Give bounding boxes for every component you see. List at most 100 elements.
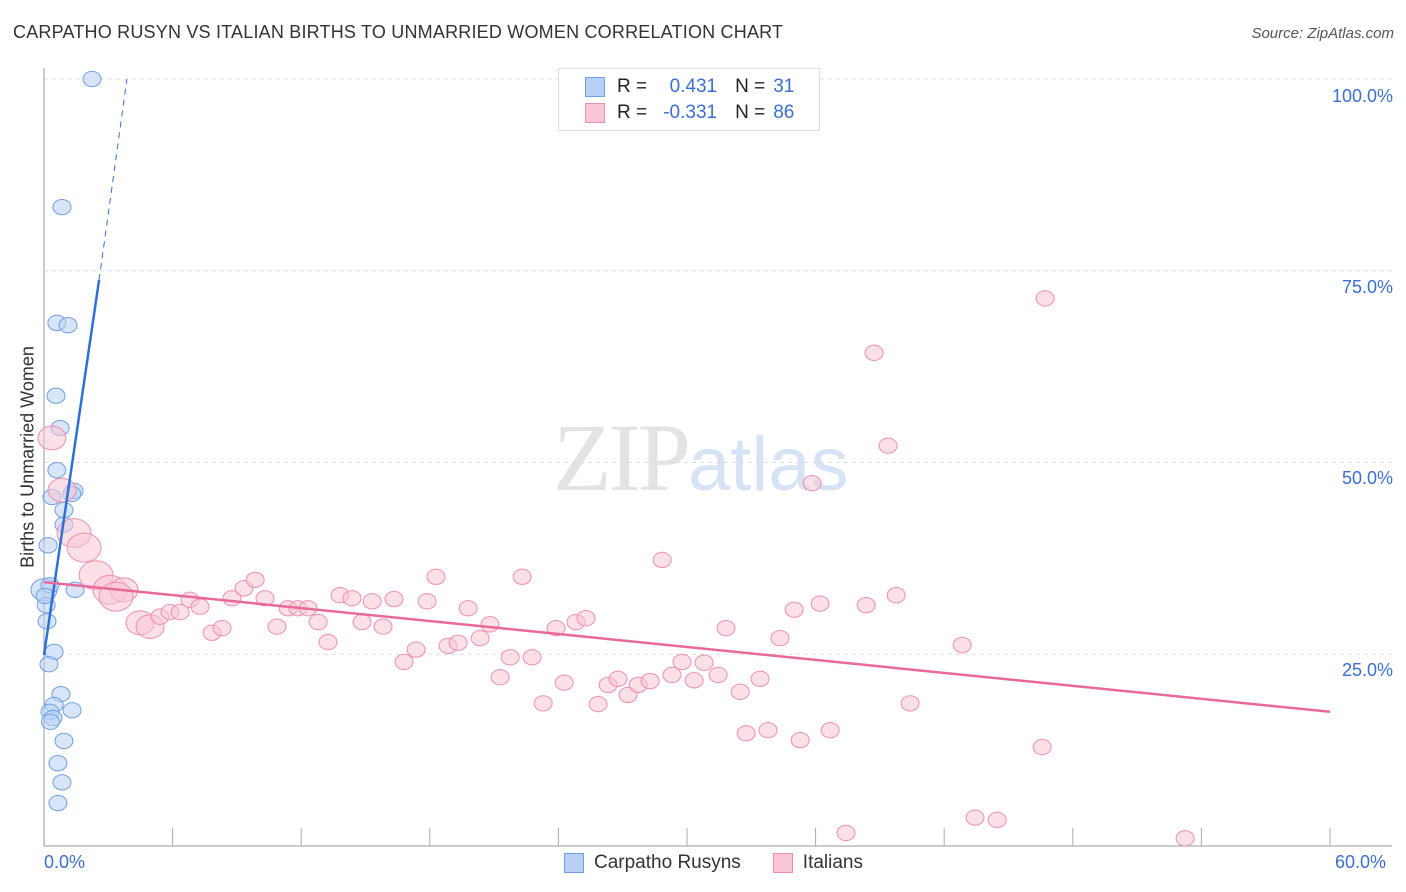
data-point-carpatho [46, 387, 66, 404]
n-label: N = [735, 76, 766, 97]
data-point-italians [802, 475, 822, 492]
watermark-logo: ZIPatlas [553, 404, 849, 511]
legend-swatch-pink [772, 853, 793, 873]
data-point-italians [170, 603, 190, 621]
data-point-carpatho [35, 587, 55, 605]
data-point-italians [608, 670, 628, 687]
n-value: 31 [773, 76, 795, 97]
y-axis-label: Births to Unmarried Women [17, 346, 38, 568]
data-point-italians [758, 722, 778, 739]
data-point-italians [864, 344, 884, 361]
data-point-italians [820, 722, 840, 739]
y-tick-label: 50.0% [1341, 468, 1393, 488]
data-point-italians [267, 618, 287, 635]
data-point-italians [684, 672, 704, 689]
data-point-italians [810, 595, 830, 612]
data-point-carpatho [40, 713, 60, 730]
n-value: 86 [773, 102, 795, 123]
data-point-italians [836, 824, 856, 842]
data-point-italians [790, 732, 810, 749]
legend-label-carpatho: Carpatho Rusyns [594, 852, 741, 873]
data-point-carpatho [82, 70, 102, 88]
data-point-italians [965, 809, 985, 826]
data-point-italians [448, 634, 468, 651]
data-point-italians [784, 601, 804, 618]
n-label: N = [735, 102, 766, 123]
data-point-carpatho [62, 702, 82, 719]
data-point-italians [1032, 738, 1052, 756]
data-point-italians [640, 672, 660, 690]
trend-line-carpatho [42, 279, 101, 656]
data-point-italians [318, 633, 338, 651]
data-point-italians [1035, 290, 1055, 307]
data-point-italians [373, 618, 393, 635]
data-point-italians [1175, 830, 1195, 847]
data-point-italians [886, 587, 906, 604]
data-point-carpatho [54, 732, 74, 750]
data-point-italians [308, 613, 328, 631]
trend-line-italians [43, 580, 1331, 714]
legend: R = 0.431 N = 31 R = -0.331 N = 86 [558, 68, 820, 131]
data-point-italians [352, 613, 372, 631]
data-point-italians [406, 641, 426, 658]
data-point-italians [470, 629, 490, 647]
data-point-italians [394, 653, 414, 671]
legend-swatch-pink [585, 103, 605, 123]
data-point-italians [255, 590, 275, 607]
data-point-italians [47, 477, 77, 503]
data-point-italians [490, 669, 510, 686]
data-point-carpatho [58, 317, 78, 334]
data-point-italians [245, 571, 265, 589]
chart-title: CARPATHO RUSYN VS ITALIAN BIRTHS TO UNMA… [13, 22, 784, 42]
r-label: R = [617, 102, 648, 123]
data-point-italians [66, 532, 102, 563]
legend-row-carpatho: R = 0.431 N = 31 [585, 76, 794, 98]
data-point-carpatho [48, 794, 68, 812]
data-point-carpatho [52, 198, 72, 216]
data-point-carpatho [47, 462, 67, 479]
data-point-italians [672, 653, 692, 671]
data-point-italians [900, 695, 920, 712]
data-point-italians [512, 568, 532, 585]
data-point-carpatho [48, 755, 68, 772]
data-point-italians [554, 674, 574, 691]
legend-swatch-blue [564, 853, 584, 873]
r-value: -0.331 [663, 102, 718, 123]
data-point-italians [736, 725, 756, 742]
source-label: Source: ZipAtlas.com [1251, 25, 1394, 42]
data-point-italians [500, 649, 520, 666]
data-point-italians [362, 593, 382, 610]
x-tick-label: 60.0% [1335, 852, 1387, 872]
legend-row-italians: R = -0.331 N = 86 [585, 102, 794, 124]
data-point-italians [856, 597, 876, 614]
data-point-italians [588, 695, 608, 713]
data-point-italians [37, 425, 67, 451]
data-point-italians [533, 695, 553, 712]
y-tick-label: 100.0% [1331, 86, 1393, 106]
data-point-italians [716, 620, 736, 637]
r-value: 0.431 [669, 76, 718, 97]
data-point-italians [750, 670, 770, 687]
data-point-carpatho [38, 537, 58, 554]
data-point-italians [480, 616, 500, 633]
data-point-italians [190, 598, 210, 615]
data-point-italians [522, 649, 542, 666]
data-point-italians [546, 620, 566, 637]
data-point-italians [878, 437, 898, 454]
data-point-italians [708, 666, 728, 684]
data-point-italians [212, 620, 232, 637]
data-point-italians [662, 666, 682, 684]
r-label: R = [617, 76, 648, 97]
data-point-italians [770, 629, 790, 647]
data-point-italians [458, 600, 478, 617]
legend-swatch-blue [585, 77, 605, 97]
data-point-carpatho [39, 656, 59, 673]
data-point-italians [342, 590, 362, 607]
trend-line-extension [98, 78, 128, 281]
series-legend: Carpatho Rusyns Italians [564, 852, 863, 874]
data-point-italians [694, 654, 714, 671]
data-point-italians [730, 683, 750, 700]
y-tick-label: 25.0% [1341, 660, 1393, 680]
